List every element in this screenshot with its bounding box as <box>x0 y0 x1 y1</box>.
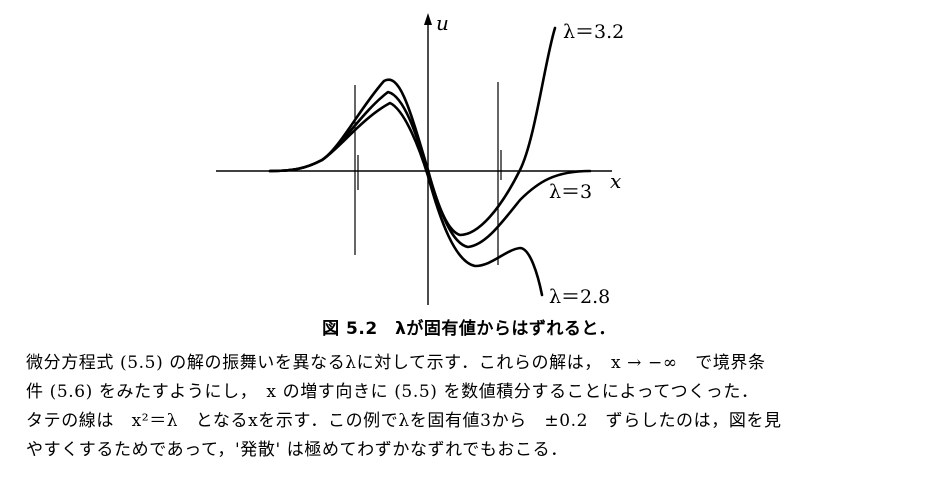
curve-label-lambda-2.8: λ＝2.8 <box>549 286 610 308</box>
x-axis-label: x <box>610 169 621 193</box>
wavefunction-figure: u x λ＝3.2 λ＝3 λ＝2.8 <box>216 11 624 308</box>
paragraph-line: やすくするためであって，'発散' は極めてわずかなずれでもおこる． <box>26 440 568 460</box>
u-axis-label: u <box>436 11 449 35</box>
curve-label-lambda-3: λ＝3 <box>549 181 592 203</box>
u-axis-arrow-icon <box>424 13 432 25</box>
figure-caption: 図 5.2 λが固有値からはずれると． <box>322 319 616 339</box>
paragraph: 微分方程式 (5.5) の解の振舞いを異なるλに対して示す．これらの解は， x … <box>26 349 916 465</box>
curve-lambda-3 <box>268 90 592 249</box>
paragraph-line: タテの線は x²＝λ となるxを示す．この例でλを固有値3から ±0.2 ずらし… <box>26 411 782 431</box>
paragraph-line: 件 (5.6) をみたすようにし， x の増す向きに (5.5) を数値積分する… <box>26 382 759 402</box>
paragraph-line: 微分方程式 (5.5) の解の振舞いを異なるλに対して示す．これらの解は， x … <box>26 353 766 373</box>
curve-label-lambda-3.2: λ＝3.2 <box>563 21 624 43</box>
curve-lambda-2.8 <box>268 101 544 297</box>
